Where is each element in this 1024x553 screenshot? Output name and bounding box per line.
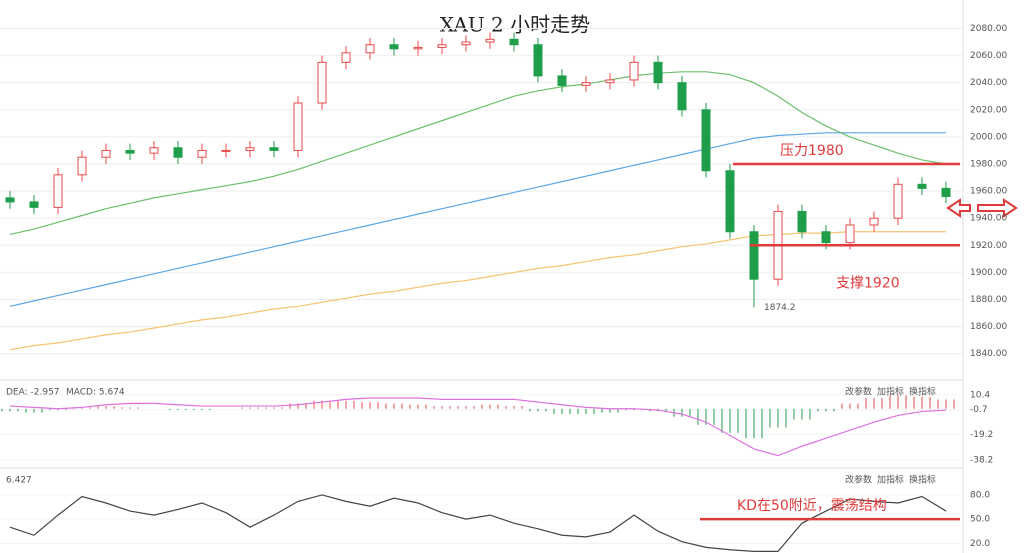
line [9,397,947,457]
y-tick-label: 1920.00 [970,241,1007,251]
y-tick-label: 1900.00 [970,268,1007,278]
candle-body [605,79,615,84]
line [9,494,947,552]
low-label: 1874.2 [764,303,796,313]
candle-body [653,61,663,84]
candle-body [557,75,567,86]
y-tick-label: 1840.00 [970,349,1007,359]
candle-body [869,217,879,226]
level-label: 支撑1920 [836,275,900,291]
candle-body [413,46,423,50]
panel-tool[interactable]: 改参数 [845,386,872,398]
panel-tool[interactable]: 换指标 [909,386,936,398]
y-tick-label: 2080.00 [970,24,1007,34]
candle-body [725,170,735,233]
candle-body [341,52,351,63]
y-tick-label: 50.0 [970,515,990,525]
level-label: 压力1980 [780,143,844,159]
candle-body [701,109,711,172]
chart-title: XAU 2 小时走势 [440,13,590,37]
y-tick-label: 2040.00 [970,78,1007,88]
candle-body [629,61,639,81]
candle-body [749,231,759,280]
panel-tool[interactable]: 加指标 [877,474,904,486]
panel-tool[interactable]: 加指标 [877,386,904,398]
candle-body [173,147,183,158]
y-tick-label: 1960.00 [970,187,1007,197]
candle-body [533,44,543,77]
candle-body [101,149,111,158]
y-tick-label: 1940.00 [970,214,1007,224]
panel-header: MACD: 5.674 [66,388,125,398]
candle-body [197,149,207,158]
y-tick-label: 1880.00 [970,295,1007,305]
arrow-right [977,198,1018,218]
candle-body [149,147,159,154]
panel-tool[interactable]: 换指标 [909,474,936,486]
candle-body [461,41,471,46]
y-tick-label: -19.2 [970,430,993,440]
candle-body [581,82,591,86]
candle-body [845,224,855,244]
candle-body [125,149,135,154]
candle-body [893,183,903,219]
y-tick-label: 2020.00 [970,105,1007,115]
candle-body [485,38,495,43]
y-tick-label: 1980.00 [970,159,1007,169]
candle-body [917,183,927,189]
annotation: KD在50附近，震荡结构 [737,498,887,514]
candle-body [293,102,303,151]
panel-tool[interactable]: 改参数 [845,474,872,486]
candle-body [77,156,87,176]
candle-body [365,44,375,54]
y-tick-label: 1860.00 [970,322,1007,332]
y-tick-label: -0.7 [970,405,988,415]
line [9,71,947,236]
panel-header: DEA: -2.957 [6,388,60,398]
candle-body [941,187,951,198]
candle-body [269,147,279,151]
y-tick-label: 80.0 [970,490,990,500]
y-tick-label: 2060.00 [970,51,1007,61]
panel-header: 6.427 [6,476,32,486]
y-tick-label: 2000.00 [970,132,1007,142]
candle-body [437,44,447,48]
candle-body [677,82,687,111]
candle-body [509,38,519,46]
candle-body [389,44,399,50]
candle-body [797,210,807,233]
y-tick-label: 10.4 [970,390,990,400]
y-tick-label: -38.2 [970,455,993,465]
candle-body [221,149,231,152]
candle-body [29,201,39,208]
arrow-left [946,198,971,218]
y-tick-label: 20.0 [970,539,990,549]
candle-body [821,231,831,244]
candle-body [245,147,255,151]
line [9,231,946,351]
line [9,132,946,307]
candle-body [5,197,15,203]
candle-body [53,174,63,208]
candle-body [317,61,327,104]
